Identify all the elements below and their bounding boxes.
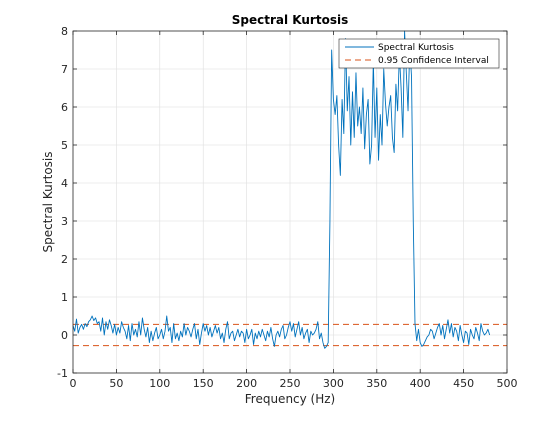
x-tick-label: 300 <box>323 377 344 390</box>
confidence-interval-lines <box>73 323 507 347</box>
x-tick-label: 0 <box>70 377 77 390</box>
series-group <box>72 30 491 349</box>
chart-title: Spectral Kurtosis <box>232 13 348 27</box>
y-tick-label: 5 <box>61 139 68 152</box>
spectral-kurtosis-line <box>72 30 491 349</box>
legend-label-confidence-interval: 0.95 Confidence Interval <box>378 56 489 66</box>
x-tick-labels: 0 50 100 150 200 250 300 350 400 450 500 <box>70 377 518 390</box>
x-tick-label: 200 <box>236 377 257 390</box>
x-tick-label: 400 <box>410 377 431 390</box>
legend-box <box>338 38 500 69</box>
y-tick-label: -1 <box>57 367 68 380</box>
legend: Spectral Kurtosis 0.95 Confidence Interv… <box>338 38 500 69</box>
y-tick-label: 2 <box>61 253 68 266</box>
legend-label-spectral-kurtosis: Spectral Kurtosis <box>378 43 454 53</box>
grid-lines <box>73 31 507 373</box>
y-tick-label: 8 <box>61 25 68 38</box>
y-tick-label: 1 <box>61 291 68 304</box>
tick-marks <box>72 30 508 374</box>
y-tick-labels: -1 0 1 2 3 4 5 6 7 8 <box>57 25 68 380</box>
x-tick-label: 150 <box>193 377 214 390</box>
x-tick-label: 350 <box>366 377 387 390</box>
x-tick-label: 100 <box>149 377 170 390</box>
x-tick-label: 50 <box>109 377 123 390</box>
x-tick-label: 450 <box>453 377 474 390</box>
y-tick-label: 6 <box>61 101 68 114</box>
y-tick-label: 7 <box>61 63 68 76</box>
x-tick-label: 250 <box>280 377 301 390</box>
x-tick-label: 500 <box>497 377 518 390</box>
x-axis-label: Frequency (Hz) <box>245 392 336 406</box>
y-axis-label: Spectral Kurtosis <box>41 151 55 252</box>
y-tick-label: 0 <box>61 329 68 342</box>
y-tick-label: 4 <box>61 177 68 190</box>
y-tick-label: 3 <box>61 215 68 228</box>
